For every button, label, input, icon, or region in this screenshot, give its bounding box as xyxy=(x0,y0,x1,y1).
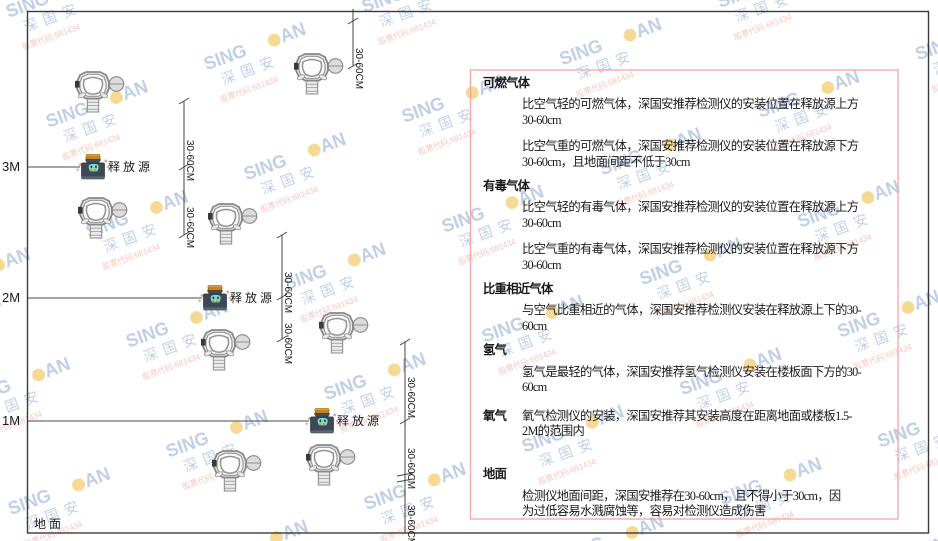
svg-text:30-60CM: 30-60CM xyxy=(405,448,416,489)
svg-text:释 放 源: 释 放 源 xyxy=(230,290,272,305)
svg-text:2M: 2M xyxy=(2,290,20,305)
svg-text:1M: 1M xyxy=(2,413,20,428)
svg-text:地面: 地面 xyxy=(34,517,64,531)
svg-text:3M: 3M xyxy=(2,159,20,174)
svg-text:释 放 源: 释 放 源 xyxy=(108,159,150,174)
svg-text:30-60CM: 30-60CM xyxy=(184,207,195,248)
svg-text:30-60CM: 30-60CM xyxy=(282,323,293,364)
svg-text:释 放 源: 释 放 源 xyxy=(337,413,379,428)
svg-text:30-60CM: 30-60CM xyxy=(405,505,416,541)
svg-text:30-60CM: 30-60CM xyxy=(282,272,293,313)
svg-text:30-60CM: 30-60CM xyxy=(353,48,364,89)
svg-text:30-60CM: 30-60CM xyxy=(405,377,416,418)
svg-text:30-60CM: 30-60CM xyxy=(184,140,195,181)
